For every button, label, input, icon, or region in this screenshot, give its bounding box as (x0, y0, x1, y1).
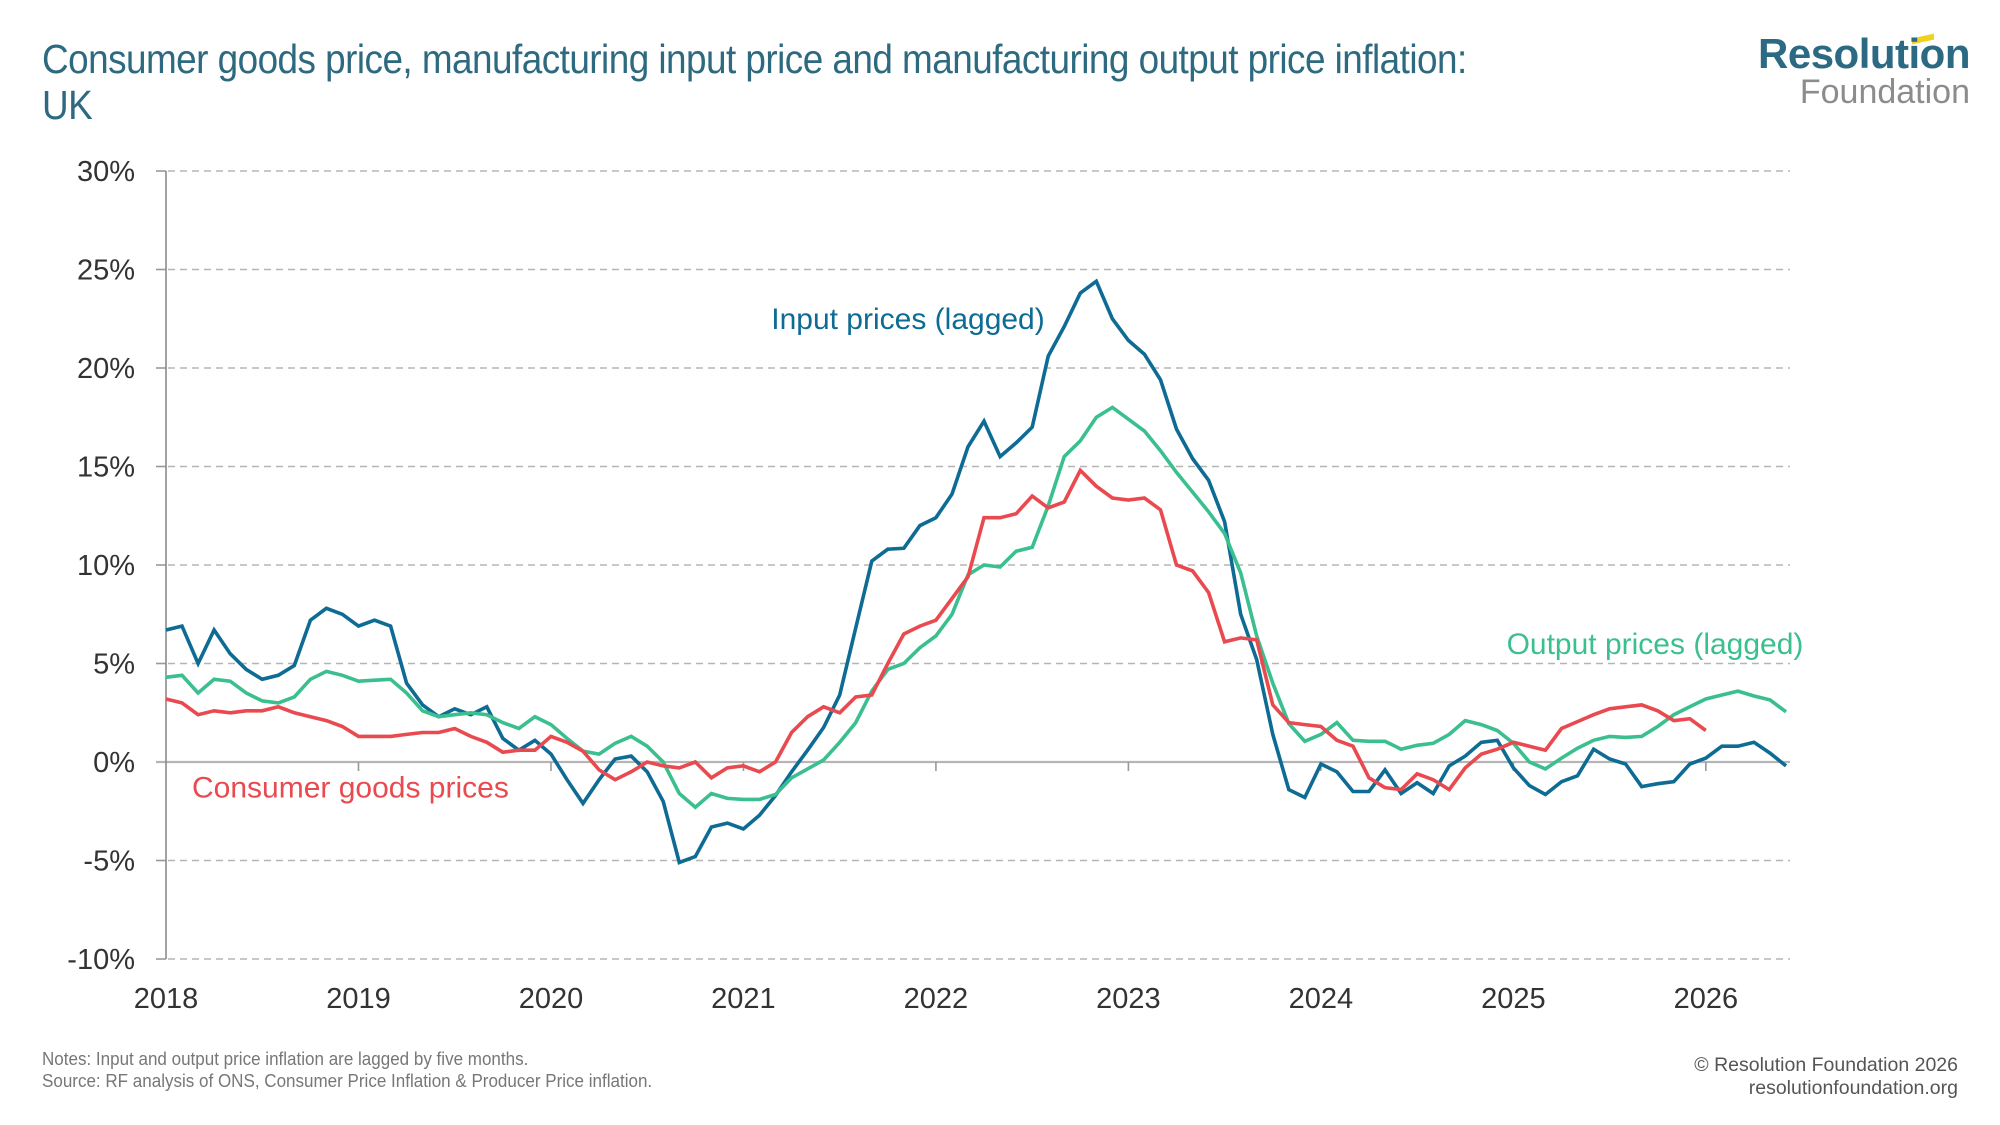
x-tick-label: 2024 (1289, 983, 1354, 1015)
y-tick-label: 5% (93, 649, 135, 681)
series-lines (165, 278, 1788, 865)
y-tick-label: 0% (93, 747, 135, 779)
gridlines (168, 170, 1790, 960)
y-tick-label: 10% (77, 550, 135, 582)
series-labels: Input prices (lagged) Output prices (lagg… (192, 303, 1803, 805)
resolution-foundation-logo: Resolution Foundation (1730, 30, 1971, 112)
y-tick-label: 30% (77, 156, 135, 188)
y-tick-label: 15% (77, 452, 135, 484)
source-text: Source: RF analysis of ONS, Consumer Pri… (42, 1070, 653, 1091)
y-tick-label: 20% (77, 353, 135, 385)
copyright-text: © Resolution Foundation 2026 (1694, 1054, 1958, 1076)
chart-notes: Notes: Input and output price inflation … (42, 1048, 652, 1092)
x-tick-label: 2018 (134, 983, 199, 1015)
axes: 30% 25% 20% 15% 10% 5% 0% -5% -10% 2018 2019 2020 20… (67, 156, 1790, 1015)
series-label-consumer: Consumer goods prices (192, 772, 509, 805)
y-tick-label: 25% (77, 255, 135, 287)
y-tick-label: -5% (83, 846, 135, 878)
x-tick-label: 2020 (519, 983, 584, 1015)
y-tick-label: -10% (67, 944, 135, 976)
x-tick-label: 2022 (904, 983, 969, 1015)
x-tick-label: 2026 (1674, 983, 1739, 1015)
series-label-output: Output prices (lagged) (1507, 628, 1804, 661)
x-tick-label: 2023 (1096, 983, 1161, 1015)
x-tick-label: 2021 (711, 983, 776, 1015)
x-tick-label: 2025 (1481, 983, 1546, 1015)
chart-credit: © Resolution Foundation 2026 resolutionf… (1694, 1054, 1958, 1100)
chart-title: Consumer goods price, manufacturing inpu… (42, 36, 1467, 128)
website-text: resolutionfoundation.org (1748, 1077, 1958, 1099)
series-line-output (165, 405, 1788, 810)
logo-wordmark-top: Resolution (1758, 30, 1971, 77)
series-label-input: Input prices (lagged) (771, 303, 1045, 336)
logo-wordmark-bottom: Foundation (1799, 73, 1970, 111)
notes-text: Notes: Input and output price inflation … (42, 1048, 529, 1069)
x-tick-label: 2019 (326, 983, 391, 1015)
series-line-consumer (165, 467, 1707, 793)
